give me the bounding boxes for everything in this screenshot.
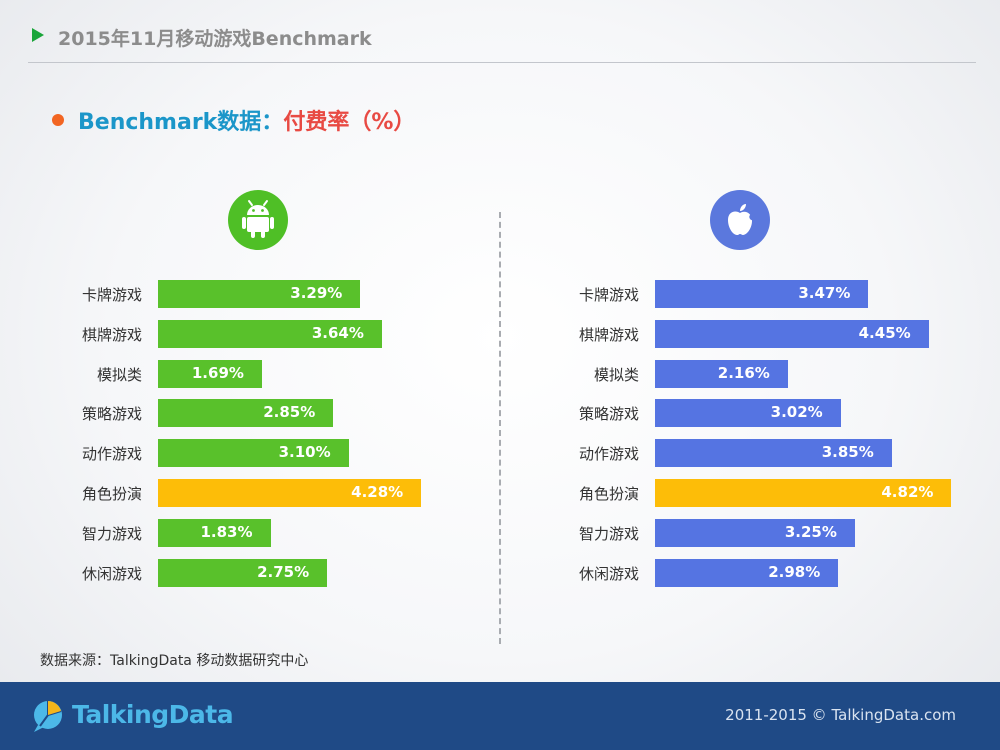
category-label: 动作游戏 <box>578 445 639 464</box>
category-label: 棋牌游戏 <box>81 325 142 344</box>
bar-value-label: 3.10% <box>278 443 331 462</box>
bar: 2.75% <box>158 558 328 587</box>
category-label: 卡牌游戏 <box>81 286 142 304</box>
page-title: 2015年11月移动游戏Benchmark <box>58 28 372 50</box>
bar-value-label: 1.83% <box>200 522 253 541</box>
bar-value-label: 3.64% <box>311 323 364 342</box>
bar-value-label: 3.25% <box>784 522 837 541</box>
play-triangle-icon <box>32 28 44 42</box>
bullet-dot-icon <box>52 114 64 126</box>
bar: 4.45% <box>655 319 929 348</box>
footer: TalkingData 2011-2015 © TalkingData.com <box>0 682 1000 750</box>
bar-value-label: 3.85% <box>821 443 874 462</box>
bar-value-label: 1.69% <box>191 363 244 382</box>
bar: 1.69% <box>158 359 262 388</box>
category-label: 休闲游戏 <box>578 564 639 583</box>
bar: 3.64% <box>158 319 382 348</box>
bar-value-label: 2.85% <box>263 403 316 422</box>
bar: 3.85% <box>655 439 892 468</box>
bar-value-label: 3.02% <box>770 403 823 422</box>
bar-value-label: 4.45% <box>858 323 911 342</box>
bar: 2.98% <box>655 558 839 587</box>
bar-value-label: 2.75% <box>257 562 310 581</box>
category-label: 策略游戏 <box>578 405 639 424</box>
android-icon <box>228 190 288 250</box>
bar: 3.29% <box>158 280 361 308</box>
category-label: 策略游戏 <box>81 405 142 424</box>
category-label: 智力游戏 <box>578 524 639 543</box>
category-label: 卡牌游戏 <box>578 286 639 304</box>
header: 2015年11月移动游戏Benchmark <box>0 0 1000 64</box>
chart-subtitle: Benchmark数据：付费率（%） <box>52 104 415 136</box>
bar: 2.16% <box>655 359 788 388</box>
category-label: 模拟类 <box>96 365 142 384</box>
category-label: 休闲游戏 <box>81 564 142 583</box>
bar-value-label: 4.28% <box>351 483 404 501</box>
bar-value-label: 3.29% <box>290 284 343 302</box>
category-label: 动作游戏 <box>81 445 142 464</box>
category-label: 棋牌游戏 <box>578 325 639 344</box>
subtitle-metric-name: 付费率（%） <box>283 110 416 135</box>
header-divider <box>28 62 976 63</box>
apple-icon <box>710 190 770 250</box>
bar-value-label: 4.82% <box>881 483 934 501</box>
bar: 1.83% <box>158 518 271 547</box>
data-source-note: 数据来源：TalkingData 移动数据研究中心 <box>40 653 309 669</box>
category-label: 模拟类 <box>593 365 639 384</box>
category-label: 智力游戏 <box>81 524 142 543</box>
bar: 3.02% <box>655 399 841 428</box>
bar-value-label: 2.98% <box>768 562 821 581</box>
bar-value-label: 2.16% <box>717 363 770 382</box>
panel-divider <box>499 212 501 644</box>
bar: 4.82% <box>655 479 952 507</box>
category-label: 角色扮演 <box>81 485 142 503</box>
bar: 2.85% <box>158 399 334 428</box>
bar: 3.47% <box>655 280 869 308</box>
bar: 4.28% <box>158 479 422 507</box>
bar: 3.25% <box>655 518 855 547</box>
brand-name: TalkingData <box>72 700 234 729</box>
bar-value-label: 3.47% <box>798 284 851 302</box>
talkingdata-logo-icon <box>30 698 66 734</box>
copyright-text: 2011-2015 © TalkingData.com <box>725 706 956 724</box>
subtitle-metric-prefix: Benchmark数据： <box>78 110 284 135</box>
bar: 3.10% <box>158 439 349 468</box>
category-label: 角色扮演 <box>578 485 639 503</box>
